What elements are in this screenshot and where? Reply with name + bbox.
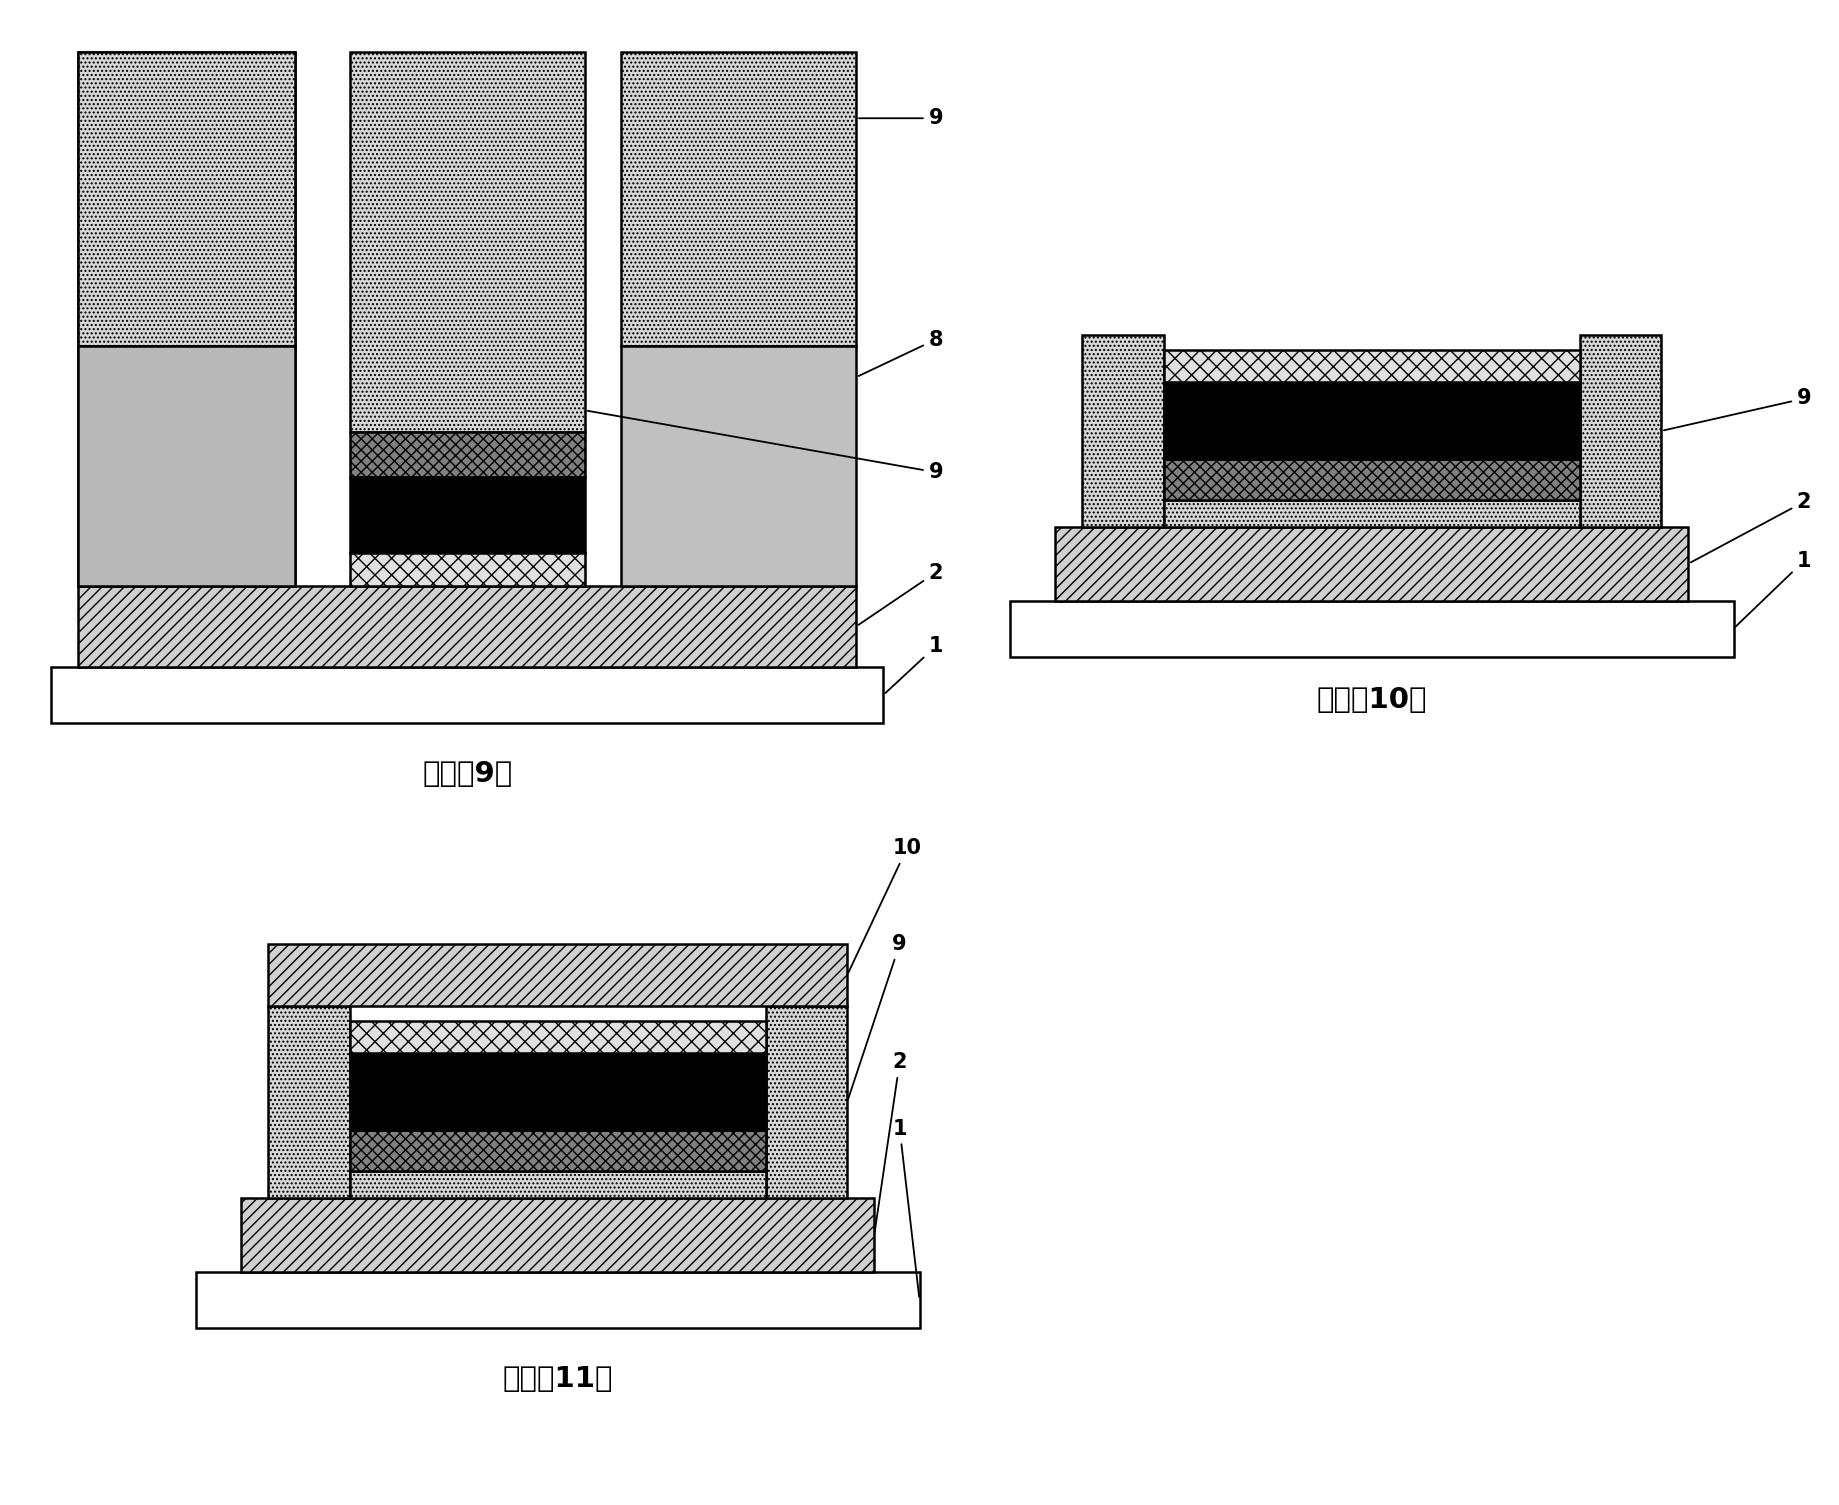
Bar	[79, 51, 296, 346]
Text: 8: 8	[859, 330, 943, 376]
Text: 9: 9	[848, 935, 907, 1100]
Bar	[1164, 382, 1580, 459]
Text: 1: 1	[1736, 551, 1811, 626]
Bar	[349, 1171, 765, 1198]
Bar	[51, 667, 883, 722]
Bar	[79, 51, 296, 346]
Text: 9: 9	[859, 108, 943, 128]
Bar	[79, 346, 296, 585]
Bar	[1164, 500, 1580, 527]
Text: 步骤（9）: 步骤（9）	[423, 760, 513, 789]
Bar	[197, 1272, 920, 1327]
Bar	[1056, 527, 1688, 600]
Bar	[349, 1054, 765, 1130]
Text: 2: 2	[1690, 492, 1811, 563]
Bar	[349, 51, 585, 432]
Text: 2: 2	[875, 1052, 907, 1233]
Bar	[1010, 600, 1734, 656]
Text: 9: 9	[1664, 388, 1811, 430]
Text: 9: 9	[588, 411, 943, 482]
Bar	[349, 477, 585, 554]
Bar	[765, 1007, 848, 1198]
Text: 10: 10	[848, 838, 921, 972]
Bar	[1083, 336, 1164, 527]
Bar	[349, 1130, 765, 1171]
Bar	[622, 51, 857, 346]
Bar	[349, 1020, 765, 1054]
Bar	[79, 585, 857, 667]
Text: 1: 1	[885, 637, 943, 694]
Bar	[241, 1198, 874, 1272]
Bar	[268, 944, 848, 1007]
Bar	[268, 1007, 349, 1198]
Text: 步骤（11）: 步骤（11）	[502, 1365, 612, 1392]
Text: 2: 2	[859, 563, 943, 625]
Text: 步骤（10）: 步骤（10）	[1317, 686, 1427, 715]
Bar	[1164, 459, 1580, 500]
Bar	[349, 432, 585, 477]
Bar	[622, 346, 857, 585]
Bar	[349, 554, 585, 585]
Text: 1: 1	[892, 1118, 920, 1297]
Bar	[1164, 349, 1580, 382]
Bar	[79, 346, 296, 585]
Bar	[1580, 336, 1661, 527]
